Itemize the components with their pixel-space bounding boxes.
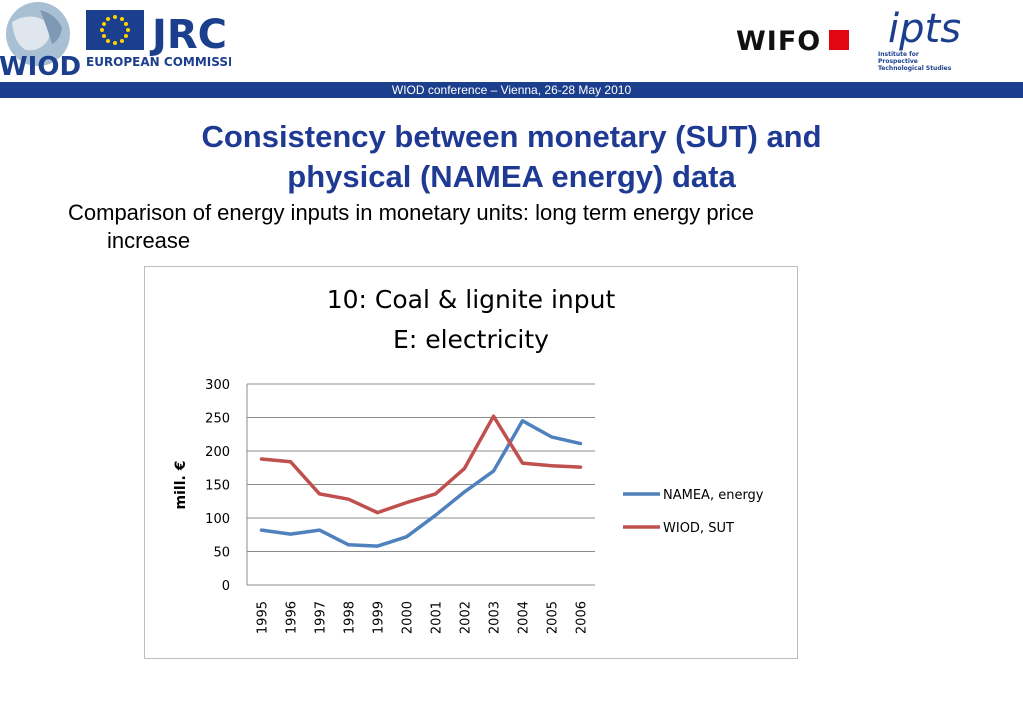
chart-title: 10: Coal & lignite input [326,285,616,314]
conference-banner: WIOD conference – Vienna, 26-28 May 2010 [0,82,1023,98]
x-tick-label: 2001 [430,601,445,634]
y-tick-label: 150 [205,479,230,494]
ipts-caption-line: Technological Studies [878,65,952,72]
line-chart: 0 50 100 150 200 250 300 1995 1996 1997 1998 1999 20… [173,378,764,634]
x-tick-label: 1996 [285,601,300,634]
x-tick-label: 2003 [488,601,503,634]
y-tick-label: 200 [205,445,230,460]
slide-subtitle-line1: Comparison of energy inputs in monetary … [68,200,755,225]
y-axis-label: mill. € [173,461,189,510]
series-line [259,419,583,548]
legend-label: NAMEA, energy [663,488,764,503]
x-tick-label: 2004 [517,601,532,634]
wifo-logo-text: WIFO [736,26,821,56]
wifo-logo: WIFO [736,26,849,56]
chart-subtitle: E: electricity [393,325,549,354]
ipts-logo-text: ipts [888,6,961,52]
wiod-logo: WIOD [0,2,80,80]
y-tick-label: 300 [205,378,230,393]
y-tick-label: 50 [213,546,230,561]
slide-subtitle: Comparison of energy inputs in monetary … [68,199,928,255]
jrc-logo: JRC EUROPEAN COMMISSION [86,10,231,69]
x-tick-label: 1998 [343,601,358,634]
x-tick-label: 2000 [401,601,416,634]
x-tick-label: 1999 [372,601,387,634]
y-tick-label: 250 [205,412,230,427]
ipts-logo: ipts Institute for Prospective Technolog… [878,6,961,72]
legend-label: WIOD, SUT [663,521,734,536]
ipts-caption-line: Institute for [878,51,919,58]
slide-title-line2: physical (NAMEA energy) data [287,159,736,194]
banner-text: WIOD conference – Vienna, 26-28 May 2010 [391,83,632,97]
slide-subtitle-line2: increase [107,228,191,253]
x-tick-label: 1995 [256,601,271,634]
header: WIOD JRC EUROPEAN COMMISSION WIFO ipts I… [0,0,1023,82]
wiod-logo-text: WIOD [0,52,80,80]
chart-frame: 10: Coal & lignite input E: electricity … [144,266,798,659]
series-line [259,414,583,515]
slide-title: Consistency between monetary (SUT) and p… [100,117,923,197]
jrc-logo-text: JRC [149,12,227,58]
jrc-logo-subtext: EUROPEAN COMMISSION [86,55,231,69]
x-tick-label: 1997 [314,601,329,634]
ipts-caption-line: Prospective [878,58,918,65]
y-tick-label: 100 [205,512,230,527]
y-tick-label: 0 [222,579,230,594]
x-tick-label: 2006 [575,601,590,634]
slide-title-line1: Consistency between monetary (SUT) and [201,119,822,154]
x-tick-label: 2002 [459,601,474,634]
x-tick-label: 2005 [546,601,561,634]
